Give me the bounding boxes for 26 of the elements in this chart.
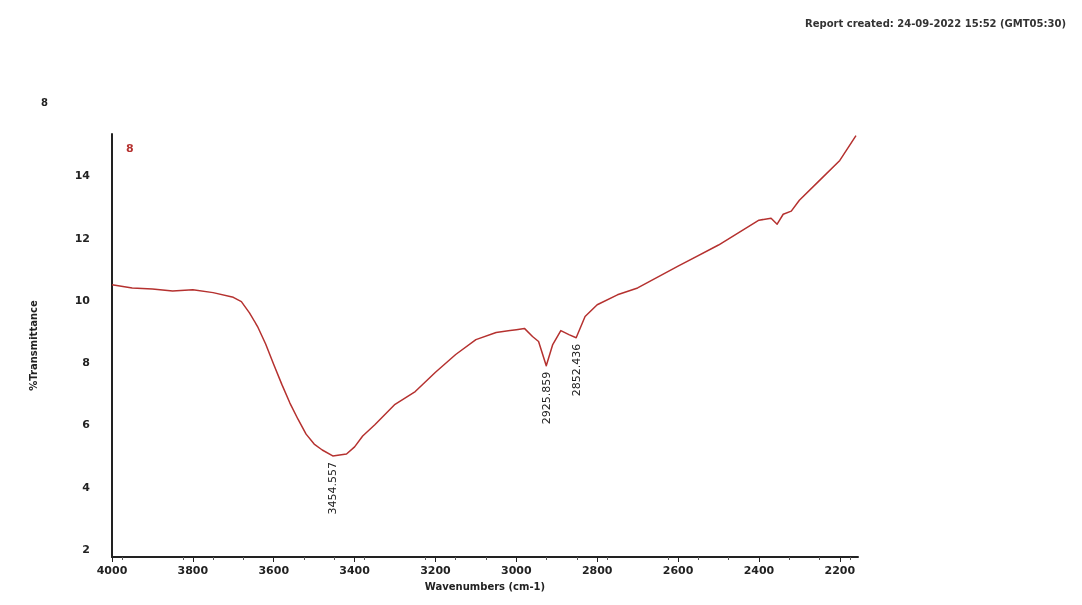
x-tick-label: 3800 [177,564,209,577]
text: Report created: 24-09-2022 15:52 (GMT05:30) [804,17,1067,29]
x-tick-label: 2200 [824,564,856,577]
annotation: 3454.557 [326,461,340,515]
y-tick-label: 10 [74,293,91,307]
x-tick-label: 2400 [743,564,775,577]
x-axis-title: Wavenumbers (cm-1) [424,580,546,592]
x-tick-label: 3400 [339,564,371,577]
y-tick-label: 14 [74,169,91,183]
x-tick-label: 2800 [581,564,613,577]
y-tick-label: 8 [82,356,90,370]
x-tick-label: 3000 [501,564,532,577]
x-tick-label: 2600 [662,564,694,577]
y-tick-label: 12 [74,231,90,245]
y-tick-label: 6 [82,418,91,432]
chart-title: 8 [41,96,48,108]
x-tick-label: 3200 [420,564,452,577]
line-series [111,134,857,457]
y-tick-label: 4 [82,480,91,494]
x-tick-label: 3600 [258,564,290,577]
x-tick-label: 4000 [96,564,128,577]
annotation: 2925.859 [539,371,553,425]
annotation: 2852.436 [569,343,583,397]
y-axis-title: %Transmittance [27,300,39,391]
y-tick-label: 2 [82,542,90,556]
text: 8 [126,141,134,155]
